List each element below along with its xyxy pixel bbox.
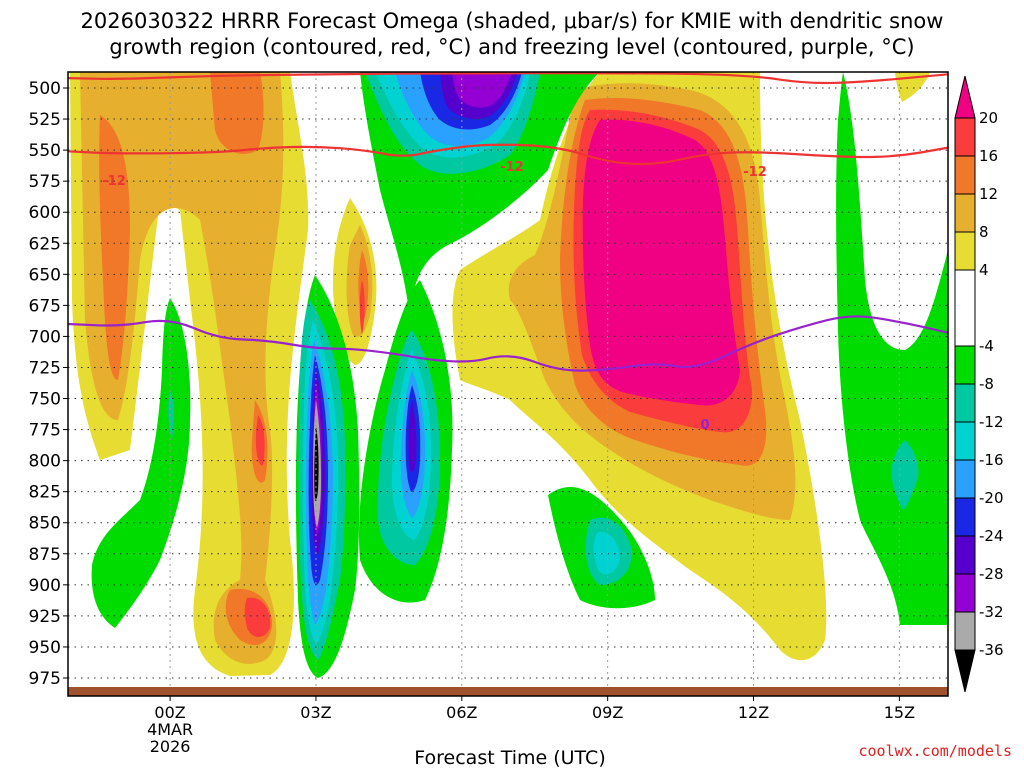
pressure-tick-label: 650	[29, 265, 61, 285]
pressure-tick-label: 625	[29, 234, 61, 254]
colorbar-tick-label: 20	[979, 109, 998, 127]
contour-labels: -12 -12 -12 0	[102, 160, 767, 433]
grid-lines	[68, 72, 948, 696]
colorbar-tick-label: 4	[979, 261, 989, 279]
pressure-tick-label: 725	[29, 358, 61, 378]
pressure-tick-label: 825	[29, 483, 61, 503]
pressure-tick-label: 675	[29, 296, 61, 316]
colorbar-tick-label: -16	[979, 451, 1004, 469]
colorbar-swatch	[954, 535, 976, 575]
contour-lines	[68, 72, 948, 372]
omega-subsidence-4-tr	[710, 72, 760, 95]
time-tick-sublabel: 4MAR	[147, 720, 193, 739]
pressure-tick-label: 975	[29, 669, 61, 689]
colorbar-swatch	[954, 345, 976, 385]
colorbar-tick-label: -24	[979, 527, 1004, 545]
colorbar-tick-label: -36	[979, 641, 1004, 659]
omega-ascent-8-right	[891, 440, 919, 510]
colorbar-swatch	[954, 269, 976, 347]
pressure-tick-label: 950	[29, 638, 61, 658]
contour-line-2	[68, 315, 948, 372]
credit-text[interactable]: coolwx.com/models	[858, 742, 1012, 760]
omega-subsidence-16-lobe	[359, 280, 365, 335]
colorbar: 20 16 12 8 4 -4 -8 -12 -16 -20 -24 -28 -32 -36	[954, 75, 1004, 693]
ground-strip	[68, 687, 948, 696]
omega-ascent-24-midright	[408, 400, 417, 472]
time-tick-sublabel: 2026	[150, 737, 191, 756]
chart-title-line-2: growth region (contoured, red, °C) and f…	[109, 35, 914, 59]
pressure-tick-label: 800	[29, 452, 61, 472]
time-tick-label: 15Z	[884, 703, 915, 722]
pressure-tick-label: 550	[29, 141, 61, 161]
plot-area: -12 -12 -12 0 500 525 550 575 600 625 650 675 70…	[29, 71, 949, 756]
colorbar-tick-label: -28	[979, 565, 1004, 583]
omega-subsidence-12-left	[99, 115, 130, 380]
colorbar-swatch	[954, 573, 976, 613]
colorbar-swatch	[954, 117, 976, 157]
omega-ascent-12-lower	[593, 531, 620, 575]
contour-line-1	[68, 143, 948, 166]
pressure-tick-label: 900	[29, 576, 61, 596]
omega-subsidence-4-upper-right	[895, 72, 930, 102]
chart-title-line-1: 2026030322 HRRR Forecast Omega (shaded, …	[81, 9, 944, 33]
omega-subsidence-12-mid	[210, 72, 264, 154]
time-tick-label: 12Z	[738, 703, 769, 722]
colorbar-swatch	[954, 383, 976, 423]
colorbar-tick-label: 16	[979, 147, 998, 165]
omega-subsidence-20-core	[582, 119, 740, 406]
omega-ascent-28-upper	[452, 72, 512, 108]
omega-ascent-4-left	[91, 298, 191, 628]
colorbar-swatch	[954, 497, 976, 537]
pressure-tick-label: 525	[29, 110, 61, 130]
colorbar-tick-label: -12	[979, 413, 1004, 431]
colorbar-swatch	[954, 459, 976, 499]
time-tick-label: 09Z	[592, 703, 623, 722]
omega-subsidence-16-mid	[255, 415, 265, 466]
pressure-tick-label: 750	[29, 390, 61, 410]
colorbar-swatch	[954, 231, 976, 271]
omega-subsidence-16-bottom	[244, 597, 271, 637]
pressure-tick-label: 850	[29, 514, 61, 534]
colorbar-tick-label: 12	[979, 185, 998, 203]
omega-ascent-4-right	[836, 72, 948, 625]
colorbar-swatch	[954, 611, 976, 651]
colorbar-tick-label: 8	[979, 223, 989, 241]
contour-label-freezing: 0	[700, 418, 709, 433]
colorbar-swatch	[954, 421, 976, 461]
contour-label-dgz-left: -12	[102, 174, 126, 189]
time-tick-label: 06Z	[446, 703, 477, 722]
contour-label-dgz-right: -12	[743, 165, 767, 180]
colorbar-tick-label: -20	[979, 489, 1004, 507]
time-tick-label: 00Z	[154, 703, 185, 722]
pressure-tick-label: 500	[29, 79, 61, 99]
contour-label-dgz-mid: -12	[500, 160, 524, 175]
colorbar-swatch	[954, 193, 976, 233]
colorbar-swatch	[954, 155, 976, 195]
colorbar-tick-label: -32	[979, 603, 1004, 621]
colorbar-top-arrow	[954, 75, 976, 119]
colorbar-tick-label: -8	[979, 375, 994, 393]
contour-line-0	[68, 72, 948, 85]
plot-frame	[67, 71, 949, 697]
time-tick-label: 03Z	[300, 703, 331, 722]
x-axis-label: Forecast Time (UTC)	[414, 747, 605, 768]
omega-field	[70, 72, 948, 678]
pressure-axis: 500 525 550 575 600 625 650 675 700 725 750 775 800 8…	[29, 79, 68, 689]
pressure-tick-label: 600	[29, 203, 61, 223]
omega-subsidence-8-left	[80, 72, 284, 664]
pressure-tick-label: 575	[29, 172, 61, 192]
pressure-tick-label: 700	[29, 327, 61, 347]
colorbar-bottom-arrow	[954, 649, 976, 693]
pressure-tick-label: 875	[29, 545, 61, 565]
pressure-tick-label: 775	[29, 421, 61, 441]
pressure-tick-label: 925	[29, 607, 61, 627]
colorbar-tick-label: -4	[979, 337, 994, 355]
